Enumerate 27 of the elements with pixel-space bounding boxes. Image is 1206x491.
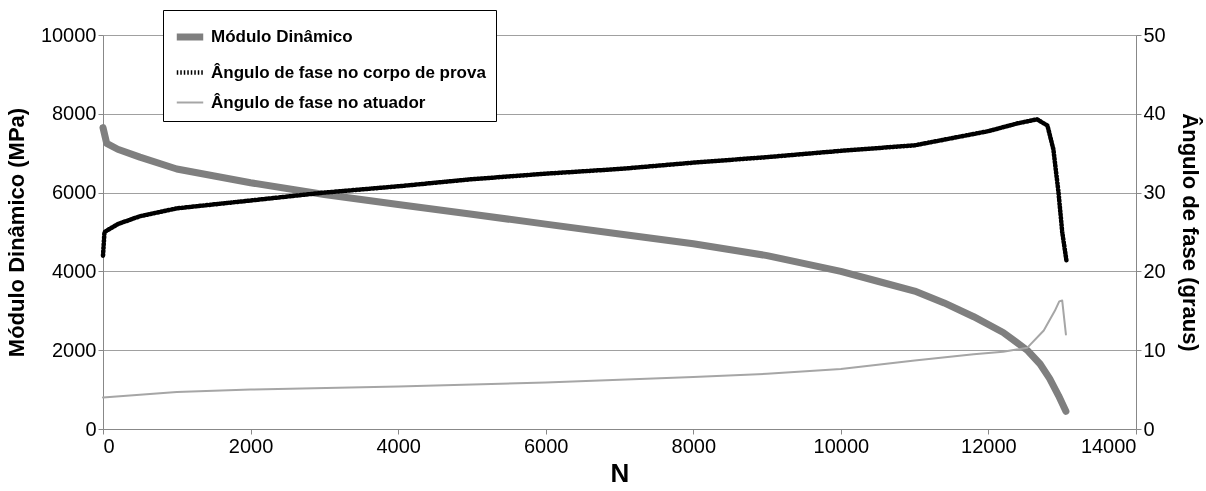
y2-tick-label: 30 bbox=[1143, 181, 1166, 204]
y-tick-label: 8000 bbox=[52, 102, 97, 125]
x-tick-label: 0 bbox=[103, 434, 115, 457]
y-tick-label: 10000 bbox=[40, 23, 97, 46]
y2-axis-title: Ângulo de fase (graus) bbox=[1177, 113, 1203, 352]
y-axis-title: Módulo Dinâmico (MPa) bbox=[3, 107, 29, 358]
legend-label: Ângulo de fase no atuador bbox=[211, 92, 426, 112]
y2-tick-label: 40 bbox=[1143, 102, 1166, 125]
x-tick-label: 6000 bbox=[523, 434, 569, 457]
y2-tick-label: 10 bbox=[1143, 338, 1166, 361]
x-tick-label: 4000 bbox=[376, 434, 421, 457]
x-tick-label: 2000 bbox=[228, 434, 274, 457]
y2-tick-label: 20 bbox=[1143, 259, 1166, 282]
y-tick-label: 4000 bbox=[52, 259, 97, 282]
legend-label: Módulo Dinâmico bbox=[211, 27, 353, 46]
x-axis-title: N bbox=[610, 457, 630, 488]
y-tick-label: 0 bbox=[85, 417, 97, 440]
x-tick-label: 14000 bbox=[1080, 434, 1137, 457]
x-tick-label: 8000 bbox=[671, 434, 717, 457]
y-tick-label: 2000 bbox=[52, 338, 97, 361]
y2-tick-label: 50 bbox=[1143, 23, 1166, 46]
x-tick-label: 12000 bbox=[961, 434, 1017, 457]
legend-label: Ângulo de fase no corpo de prova bbox=[211, 62, 487, 82]
x-tick-label: 10000 bbox=[813, 434, 870, 457]
line-series bbox=[100, 117, 1069, 265]
y2-tick-label: 0 bbox=[1143, 417, 1155, 440]
y-tick-label: 6000 bbox=[52, 181, 97, 204]
